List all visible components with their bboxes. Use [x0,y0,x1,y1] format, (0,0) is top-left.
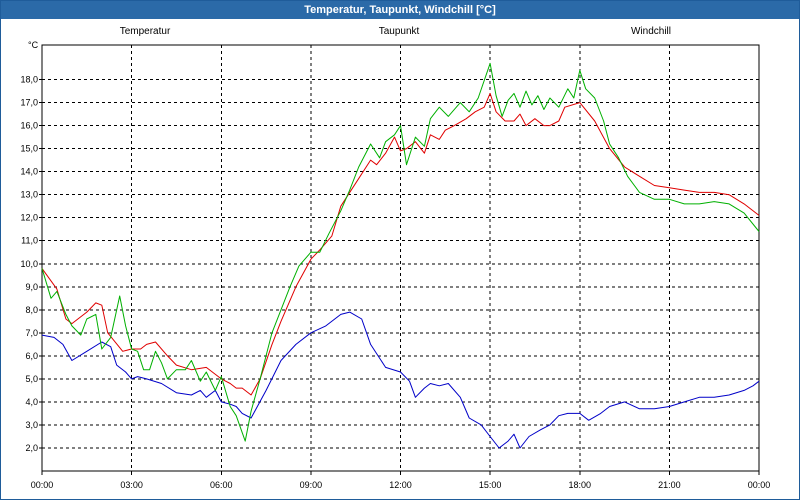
x-tick-date-label: 20.04.21 [24,498,59,499]
y-tick-label: 18,0 [20,75,38,85]
y-tick-label: 7,0 [25,328,38,338]
y-tick-label: 15,0 [20,144,38,154]
x-tick-time-label: 18:00 [568,480,591,490]
series [41,62,760,449]
x-tick-time-label: 00:00 [31,480,54,490]
y-tick-label: 16,0 [20,121,38,131]
temperature-line [41,92,760,396]
windchill-line [41,62,760,442]
y-tick-label: 9,0 [25,282,38,292]
plot-frame [41,44,760,472]
legend-dewpoint: Taupunkt [379,26,420,37]
x-tick-date-label: 21.04.21 [741,498,776,499]
x-tick-time-label: 09:00 [300,480,323,490]
y-tick-label: 12,0 [20,213,38,223]
x-tick-time-label: 00:00 [748,480,771,490]
x-tick-time-label: 12:00 [389,480,412,490]
x-tick-date-label: 20.04.21 [204,498,239,499]
x-tick-time-label: 15:00 [479,480,502,490]
y-tick-label: 2,0 [25,443,38,453]
y-tick-label: 14,0 [20,167,38,177]
y-tick-label: 11,0 [21,236,38,246]
x-tick-date-label: 20.04.21 [114,498,149,499]
x-tick-date-label: 20.04.21 [293,498,328,499]
x-tick-time-label: 06:00 [210,480,233,490]
y-unit-label: °C [28,40,39,50]
y-tick-label: 8,0 [25,305,38,315]
axes [39,44,760,475]
y-tick-label: 4,0 [25,397,38,407]
y-tick-label: 10,0 [20,259,38,269]
line-chart: 2,0 3,0 4,0 5,0 6,0 7,0 8,0 9,0 10,0 11,0 12,0 13,0… [20,26,776,499]
y-tick-label: 3,0 [25,420,38,430]
window-title: Temperatur, Taupunkt, Windchill [°C] [1,1,799,19]
x-tick-date-label: 20.04.21 [562,498,597,499]
y-tick-label: 13,0 [20,190,38,200]
x-tick-date-label: 20.04.21 [383,498,418,499]
y-tick-label: 5,0 [25,374,38,384]
labels: 2,0 3,0 4,0 5,0 6,0 7,0 8,0 9,0 10,0 11,0 12,0 13,0… [20,26,776,499]
x-tick-date-label: 20.04.21 [652,498,687,499]
x-tick-date-label: 20.04.21 [473,498,508,499]
dewpoint-line [41,311,760,449]
legend-temperature: Temperatur [120,26,171,37]
y-tick-label: 6,0 [25,351,38,361]
x-tick-time-label: 03:00 [120,480,143,490]
x-tick-time-label: 21:00 [658,480,681,490]
y-tick-label: 17,0 [20,98,38,108]
grid [41,45,760,471]
legend-windchill: Windchill [631,26,671,37]
